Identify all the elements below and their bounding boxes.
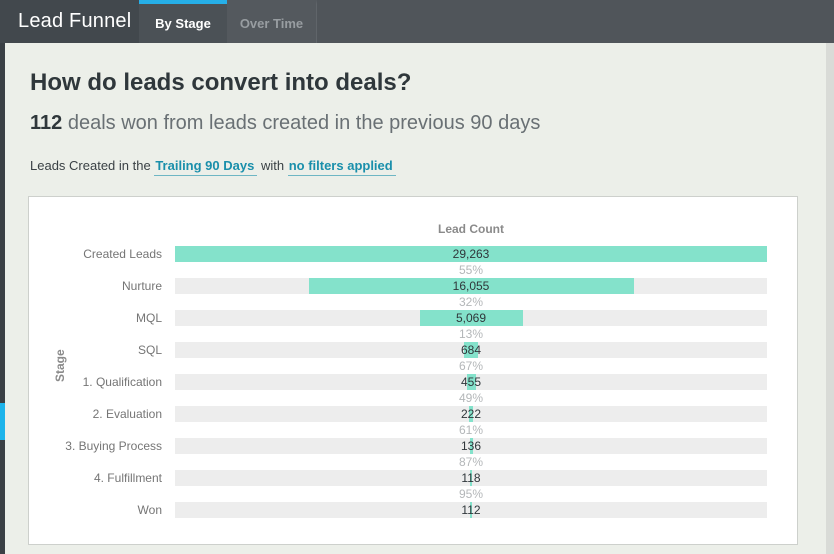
bar-value-label: 222: [460, 407, 482, 421]
tab-over-time-label: Over Time: [239, 16, 304, 31]
conversion-percent-label: 67%: [458, 359, 484, 373]
main-content: How do leads convert into deals? 112 dea…: [5, 43, 826, 545]
funnel-row: 3. Buying Process 136: [29, 438, 767, 454]
app-header: Lead Funnel By Stage Over Time: [0, 0, 834, 43]
stage-label: 4. Fulfillment: [93, 471, 162, 485]
page-title: How do leads convert into deals?: [30, 69, 412, 96]
funnel-bar-track[interactable]: 5,069: [175, 310, 767, 326]
bar-value-label: 5,069: [455, 311, 487, 325]
bar-value-label: 136: [460, 439, 482, 453]
conversion-percent-label: 95%: [458, 487, 484, 501]
conversion-percent-label: 32%: [458, 295, 484, 309]
funnel-bar-track[interactable]: 455: [175, 374, 767, 390]
funnel-rows: Created Leads 29,263 55% Nurture 16,055 32% MQ…: [29, 246, 767, 518]
funnel-bar-track[interactable]: 118: [175, 470, 767, 486]
funnel-bar[interactable]: [308, 278, 634, 294]
app-title: Lead Funnel: [18, 10, 132, 32]
conversion-percent-label: 61%: [458, 423, 484, 437]
funnel-bar-track[interactable]: 29,263: [175, 246, 767, 262]
funnel-row: Nurture 16,055: [29, 278, 767, 294]
funnel-row: SQL 684: [29, 342, 767, 358]
conversion-percent-label: 13%: [458, 327, 484, 341]
app-title-area: Lead Funnel: [0, 0, 139, 43]
chart-card: Lead Count Stage Created Leads 29,263 55% N…: [28, 196, 798, 545]
stage-label: MQL: [135, 311, 162, 325]
bar-value-label: 112: [461, 503, 481, 517]
funnel-bar-track[interactable]: 136: [175, 438, 767, 454]
conversion-percent-label: 87%: [458, 455, 484, 469]
metric-description: deals won from leads created in the prev…: [67, 112, 541, 134]
funnel-bar[interactable]: [466, 374, 476, 390]
metric-value: 112: [30, 112, 63, 134]
date-range-link[interactable]: Trailing 90 Days: [154, 158, 258, 176]
bar-value-label: 29,263: [452, 247, 490, 261]
stage-label: 1. Qualification: [82, 375, 162, 389]
bar-value-label: 16,055: [452, 279, 490, 293]
summary-metric-line: 112 deals won from leads created in the …: [30, 111, 826, 135]
funnel-bar-track[interactable]: 112: [175, 502, 767, 518]
funnel-bar[interactable]: [469, 406, 473, 422]
stage-label: 3. Buying Process: [65, 439, 162, 453]
funnel-row: Won 112: [29, 502, 767, 518]
funnel-bar[interactable]: [470, 470, 472, 486]
funnel-row: 2. Evaluation 222: [29, 406, 767, 422]
funnel-row: MQL 5,069: [29, 310, 767, 326]
bar-value-label: 684: [460, 343, 482, 357]
vertical-scrollbar[interactable]: [826, 43, 834, 554]
conversion-percent-label: 55%: [458, 263, 484, 277]
chart-title: Lead Count: [438, 222, 504, 236]
stage-label: Nurture: [121, 279, 162, 293]
filter-middle-text: with: [260, 158, 285, 173]
stage-label: 2. Evaluation: [92, 407, 162, 421]
filter-bar: Leads Created in the Trailing 90 Days wi…: [30, 158, 826, 176]
stage-label: Created Leads: [83, 247, 162, 261]
funnel-bar-track[interactable]: 684: [175, 342, 767, 358]
funnel-bar[interactable]: [175, 246, 767, 262]
funnel-bar-track[interactable]: 222: [175, 406, 767, 422]
filters-applied-link[interactable]: no filters applied: [287, 158, 396, 176]
funnel-bar[interactable]: [469, 438, 473, 454]
funnel-bar-track[interactable]: 16,055: [175, 278, 767, 294]
tab-by-stage[interactable]: By Stage: [139, 0, 227, 43]
filter-prefix-text: Leads Created in the: [30, 158, 151, 173]
tab-by-stage-label: By Stage: [155, 16, 211, 31]
funnel-bar[interactable]: [419, 310, 523, 326]
funnel-row: 4. Fulfillment 118: [29, 470, 767, 486]
bar-value-label: 118: [461, 471, 481, 485]
funnel-bar[interactable]: [470, 502, 472, 518]
nav-rail-active-indicator: [0, 403, 5, 440]
bar-value-label: 455: [460, 375, 482, 389]
stage-label: Won: [137, 503, 162, 517]
funnel-row: 1. Qualification 455: [29, 374, 767, 390]
funnel-row: Created Leads 29,263: [29, 246, 767, 262]
tab-over-time[interactable]: Over Time: [227, 0, 317, 43]
stage-label: SQL: [137, 343, 162, 357]
conversion-percent-label: 49%: [458, 391, 484, 405]
funnel-bar[interactable]: [464, 342, 478, 358]
left-nav-rail: [0, 43, 5, 554]
